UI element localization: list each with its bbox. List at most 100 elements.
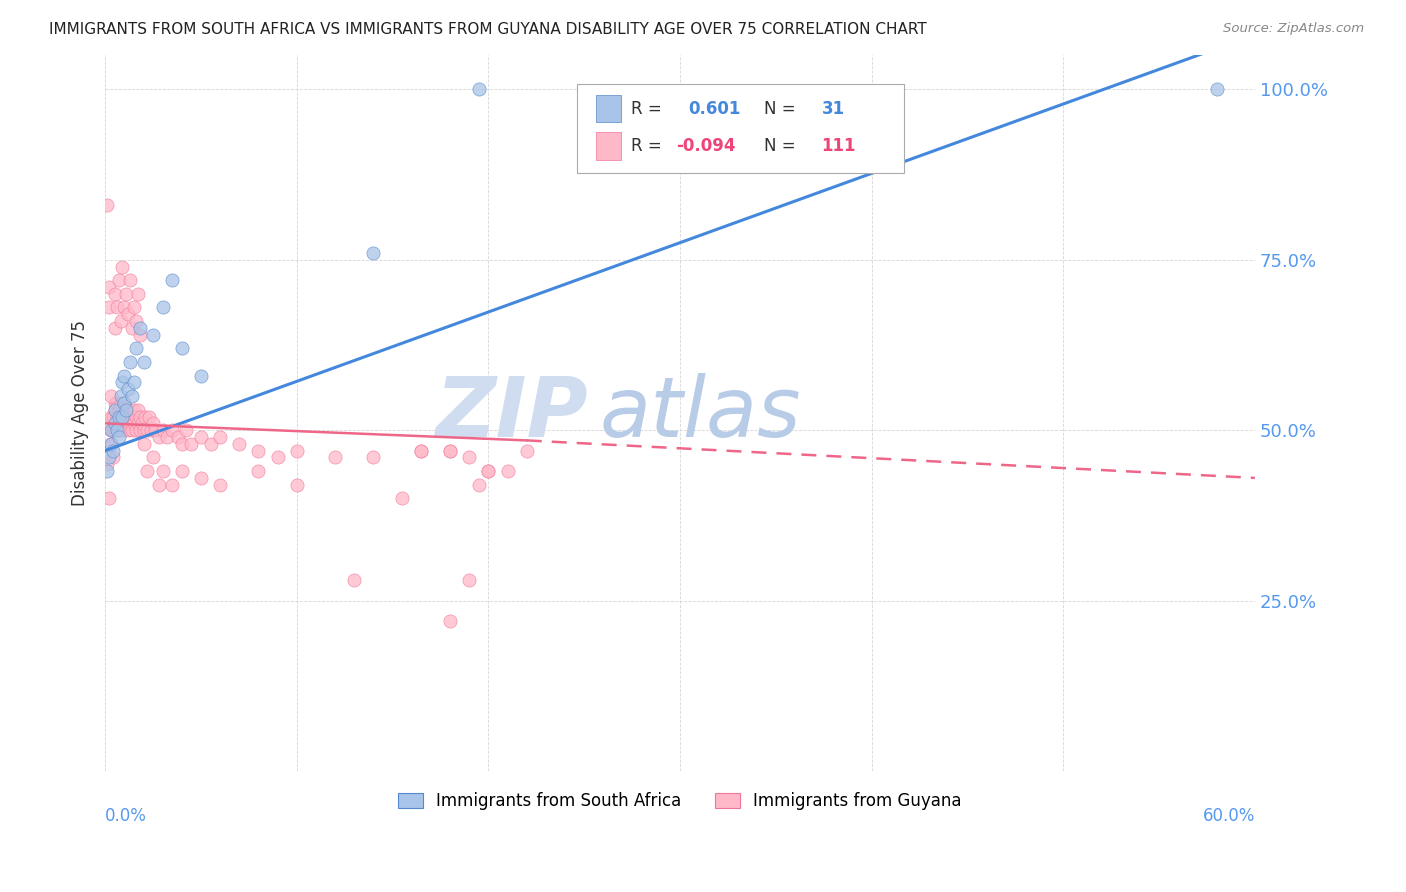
Point — [152, 301, 174, 315]
Point — [285, 443, 308, 458]
Point — [228, 437, 250, 451]
Point — [107, 402, 129, 417]
Point — [122, 417, 145, 431]
Point — [152, 423, 174, 437]
Point — [122, 402, 145, 417]
Point — [112, 396, 135, 410]
Point — [110, 423, 132, 437]
Text: N =: N = — [763, 137, 801, 155]
Point — [363, 450, 385, 465]
Point — [128, 409, 150, 424]
Point — [477, 464, 499, 478]
Point — [96, 464, 118, 478]
Point — [516, 443, 538, 458]
Point — [104, 321, 127, 335]
Point — [209, 477, 232, 491]
Point — [121, 409, 143, 424]
Point — [128, 321, 150, 335]
Point — [100, 423, 122, 437]
Point — [152, 464, 174, 478]
Text: N =: N = — [763, 100, 801, 118]
Point — [96, 457, 118, 471]
Point — [107, 273, 129, 287]
Point — [107, 417, 129, 431]
Point — [190, 430, 212, 444]
Point — [411, 443, 433, 458]
Point — [468, 82, 491, 96]
Point — [111, 409, 134, 424]
Point — [128, 327, 150, 342]
Point — [110, 389, 132, 403]
Point — [125, 314, 148, 328]
Point — [138, 409, 160, 424]
Point — [96, 198, 118, 212]
Point — [439, 443, 461, 458]
Point — [105, 409, 128, 424]
Point — [477, 464, 499, 478]
Point — [143, 423, 166, 437]
Point — [98, 450, 121, 465]
Point — [100, 409, 122, 424]
Point — [115, 417, 138, 431]
Point — [363, 246, 385, 260]
Point — [120, 417, 142, 431]
Point — [132, 423, 155, 437]
Text: 31: 31 — [821, 100, 845, 118]
Text: 111: 111 — [821, 137, 856, 155]
Point — [127, 402, 149, 417]
Text: 60.0%: 60.0% — [1202, 807, 1256, 825]
Point — [111, 260, 134, 274]
Text: IMMIGRANTS FROM SOUTH AFRICA VS IMMIGRANTS FROM GUYANA DISABILITY AGE OVER 75 CO: IMMIGRANTS FROM SOUTH AFRICA VS IMMIGRAN… — [49, 22, 927, 37]
Point — [104, 423, 127, 437]
Point — [458, 450, 481, 465]
Point — [104, 402, 127, 417]
Point — [439, 443, 461, 458]
Point — [111, 402, 134, 417]
Point — [104, 417, 127, 431]
Point — [98, 301, 121, 315]
Point — [391, 491, 413, 506]
Point — [266, 450, 288, 465]
Point — [100, 437, 122, 451]
Point — [111, 417, 134, 431]
Point — [112, 368, 135, 383]
Point — [134, 409, 156, 424]
Point — [167, 430, 190, 444]
Text: ZIP: ZIP — [436, 373, 588, 454]
Point — [132, 437, 155, 451]
Point — [121, 321, 143, 335]
Point — [98, 280, 121, 294]
Point — [117, 423, 139, 437]
Point — [247, 464, 270, 478]
Legend: Immigrants from South Africa, Immigrants from Guyana: Immigrants from South Africa, Immigrants… — [391, 785, 969, 816]
Point — [122, 301, 145, 315]
Point — [117, 409, 139, 424]
Point — [128, 423, 150, 437]
Point — [101, 443, 124, 458]
Point — [111, 376, 134, 390]
Point — [285, 477, 308, 491]
Text: -0.094: -0.094 — [676, 137, 737, 155]
Point — [101, 423, 124, 437]
Point — [190, 368, 212, 383]
Point — [107, 409, 129, 424]
Point — [162, 273, 184, 287]
Point — [142, 417, 165, 431]
Bar — [596, 133, 621, 160]
Point — [107, 423, 129, 437]
Point — [105, 423, 128, 437]
Point — [120, 402, 142, 417]
Point — [105, 396, 128, 410]
Point — [323, 450, 346, 465]
Point — [439, 614, 461, 628]
Text: Source: ZipAtlas.com: Source: ZipAtlas.com — [1223, 22, 1364, 36]
Point — [127, 286, 149, 301]
Point — [121, 389, 143, 403]
Point — [125, 409, 148, 424]
Point — [155, 430, 177, 444]
Point — [1205, 82, 1227, 96]
Text: R =: R = — [631, 137, 666, 155]
Point — [200, 437, 222, 451]
Point — [104, 396, 127, 410]
Point — [105, 423, 128, 437]
